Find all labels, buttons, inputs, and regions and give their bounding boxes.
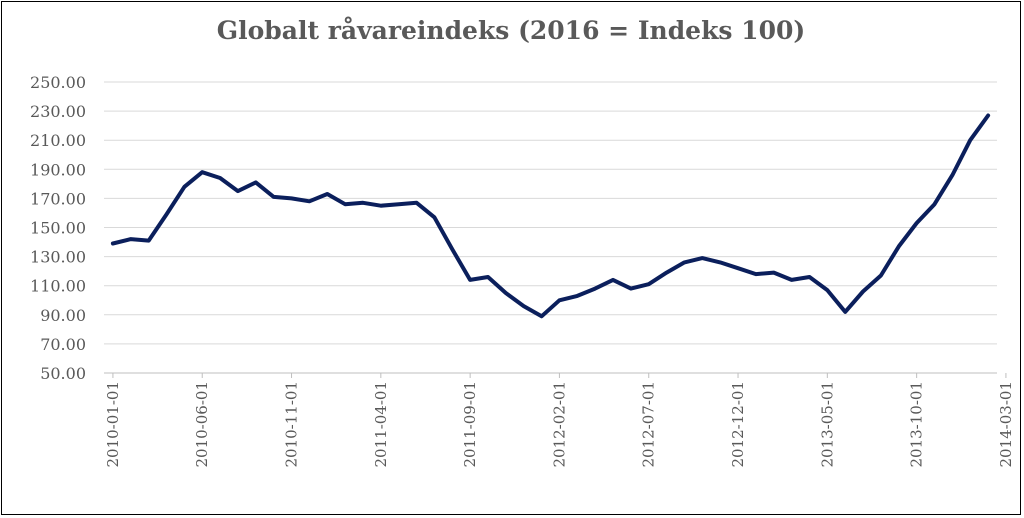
y-tick-label: 190.00	[30, 160, 86, 179]
x-tick-label: 2011-04-01	[372, 381, 390, 467]
x-tick-label: 2012-12-01	[729, 381, 747, 467]
series-line	[110, 113, 991, 319]
y-tick-label: 70.00	[40, 335, 86, 354]
x-tick-label: 2010-01-01	[104, 381, 122, 467]
x-tick-label: 2010-06-01	[193, 381, 211, 467]
y-tick-label: 230.00	[30, 102, 86, 121]
y-tick-label: 50.00	[40, 364, 86, 383]
y-tick-label: 150.00	[30, 219, 86, 238]
x-tick-label: 2012-02-01	[550, 381, 568, 467]
y-tick-label: 250.00	[30, 73, 86, 92]
y-tick-label: 110.00	[30, 277, 86, 296]
x-tick-label: 2013-10-01	[908, 381, 926, 467]
x-tick-label: 2011-09-01	[461, 381, 479, 467]
y-tick-label: 90.00	[40, 306, 86, 325]
x-tick-label: 2014-03-01	[997, 381, 1015, 467]
y-tick-label: 210.00	[30, 131, 86, 150]
x-tick-label: 2012-07-01	[640, 381, 658, 467]
y-tick-label: 130.00	[30, 248, 86, 267]
chart-title: Globalt råvareindeks (2016 = Indeks 100)	[216, 16, 806, 45]
y-tick-label: 170.00	[30, 189, 86, 208]
x-tick-label: 2010-11-01	[283, 381, 301, 467]
x-tick-label: 2013-05-01	[818, 381, 836, 467]
